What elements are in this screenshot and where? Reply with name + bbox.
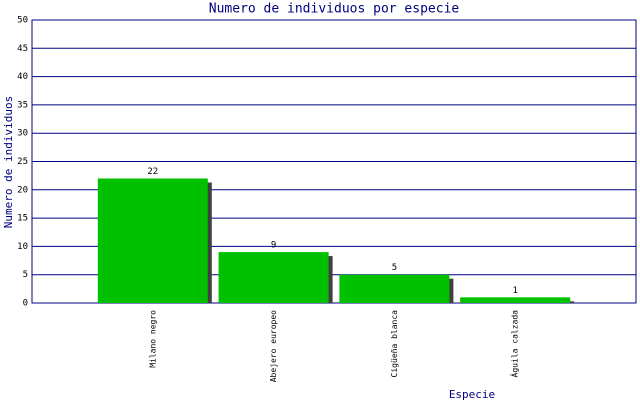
x-axis-label: Especie	[449, 388, 495, 400]
y-tick-label: 40	[17, 72, 28, 82]
y-tick-label: 35	[17, 100, 28, 110]
y-tick-label: 45	[17, 44, 28, 54]
value-label: 22	[147, 167, 158, 177]
x-tick-label: Cigüeña blanca	[390, 310, 399, 378]
y-tick-label: 0	[23, 299, 28, 309]
y-tick-label: 10	[17, 242, 28, 252]
y-tick-label: 25	[17, 157, 28, 167]
x-tick-label: Milano negro	[148, 310, 157, 368]
y-tick-label: 20	[17, 185, 28, 195]
bar	[460, 297, 571, 303]
y-tick-label: 15	[17, 214, 28, 224]
plot-frame	[31, 19, 637, 304]
y-tick-label: 30	[17, 129, 28, 139]
x-tick-label: Abejero europeo	[269, 310, 278, 382]
y-tick-label: 5	[23, 270, 28, 280]
value-label: 5	[392, 263, 397, 273]
value-label: 9	[271, 241, 276, 251]
bar	[97, 178, 208, 303]
bar	[218, 252, 329, 303]
value-label: 1	[512, 286, 517, 296]
x-tick-label: Águila calzada	[509, 310, 520, 378]
y-axis-label: Numero de individuos	[2, 96, 15, 228]
bar	[339, 274, 450, 303]
chart-title: Numero de individuos por especie	[209, 2, 460, 17]
y-tick-label: 50	[17, 16, 28, 26]
